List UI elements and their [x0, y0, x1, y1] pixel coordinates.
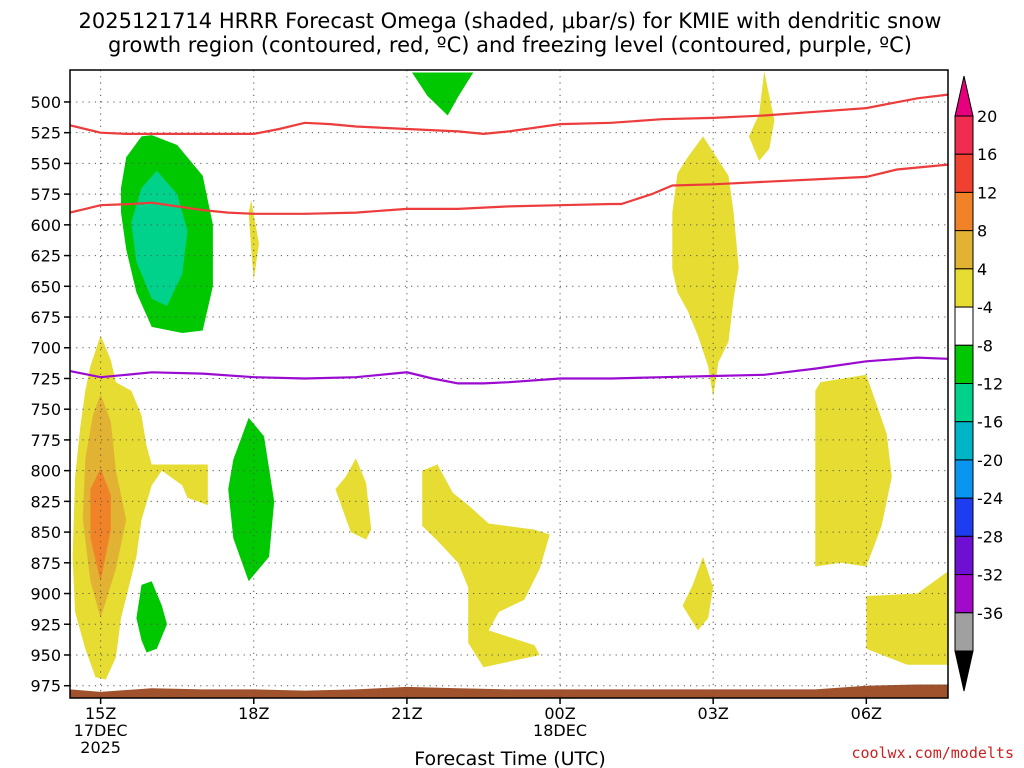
- colorbar-label-0: 20: [977, 107, 997, 126]
- colorbar-swatch-5: [954, 306, 974, 346]
- colorbar-swatch-3: [954, 230, 974, 270]
- colorbar-swatch-2: [954, 191, 974, 232]
- colorbar-label-6: -8: [977, 336, 993, 355]
- plot-area: [69, 69, 949, 699]
- colorbar-legend: 20 16 12 8 4 -4 -8 -12 -16 -20 -24 -28 -32 -36: [954, 75, 1003, 692]
- colorbar-swatch-13: [954, 612, 974, 652]
- y-tick-label-700: 700: [30, 339, 61, 358]
- colorbar-swatch-7: [954, 383, 974, 423]
- y-tick-label-875: 875: [30, 554, 61, 573]
- x-tick-label-15Z-0: 15Z: [85, 704, 116, 723]
- y-axis-pressure: 500 525 550 575 600 625 650 675 700 725 750 775 800 8…: [30, 93, 70, 696]
- dgz-upper-contour: [69, 93, 949, 136]
- y-tick-label-825: 825: [30, 492, 61, 511]
- omega-region-9: [335, 458, 372, 540]
- colorbar-swatch-9: [954, 459, 974, 499]
- x-tick-label-15Z-1: 17DEC: [74, 721, 128, 740]
- colorbar-label-11: -28: [977, 527, 1003, 546]
- colorbar-label-10: -24: [977, 489, 1003, 508]
- colorbar-label-2: 12: [977, 183, 997, 202]
- omega-region-15: [866, 571, 948, 665]
- x-tick-label-06Z-0: 06Z: [851, 704, 882, 723]
- colorbar-label-3: 8: [977, 222, 987, 241]
- colorbar-swatch-8: [954, 421, 974, 461]
- colorbar-swatch-6: [954, 344, 974, 384]
- x-tick-label-15Z-2: 2025: [80, 738, 121, 757]
- omega-region-14: [815, 374, 892, 567]
- x-tick-label-18Z-0: 18Z: [238, 704, 269, 723]
- omega-region-10: [422, 464, 550, 668]
- omega-region-11: [672, 136, 739, 397]
- y-tick-label-950: 950: [30, 646, 61, 665]
- y-tick-label-850: 850: [30, 523, 61, 542]
- colorbar-label-5: -4: [977, 298, 993, 317]
- colorbar-swatch-10: [954, 497, 974, 537]
- chart-title-line-1: 2025121714 HRRR Forecast Omega (shaded, …: [79, 9, 942, 33]
- x-tick-label-21Z-0: 21Z: [391, 704, 422, 723]
- colorbar-swatch-1: [954, 153, 974, 193]
- grid-layer: [70, 70, 948, 698]
- colorbar-label-4: 4: [977, 260, 987, 279]
- y-tick-label-775: 775: [30, 431, 61, 450]
- y-tick-label-575: 575: [30, 185, 61, 204]
- omega-shading-layer: [70, 71, 948, 698]
- y-tick-label-650: 650: [30, 277, 61, 296]
- x-tick-label-00Z-1: 18DEC: [533, 721, 587, 740]
- colorbar-top-arrow: [954, 75, 974, 117]
- y-tick-label-625: 625: [30, 247, 61, 266]
- freezing-level-contour: [69, 356, 949, 385]
- plot-frame: [69, 69, 949, 699]
- omega-region-2: [412, 72, 474, 116]
- dgz-lower-contour: [69, 163, 949, 215]
- y-tick-label-600: 600: [30, 216, 61, 235]
- colorbar-label-8: -16: [977, 413, 1003, 432]
- colorbar-label-1: 16: [977, 145, 997, 164]
- colorbar-label-12: -32: [977, 566, 1003, 585]
- y-tick-label-750: 750: [30, 400, 61, 419]
- omega-region-1: [131, 170, 188, 306]
- colorbar-swatch-11: [954, 535, 974, 576]
- x-tick-label-00Z-0: 00Z: [544, 704, 575, 723]
- omega-region-3: [228, 417, 275, 582]
- y-tick-label-725: 725: [30, 369, 61, 388]
- x-tick-label-03Z-0: 03Z: [698, 704, 729, 723]
- omega-region-13: [682, 556, 714, 631]
- x-axis-title: Forecast Time (UTC): [414, 748, 605, 768]
- y-tick-label-975: 975: [30, 677, 61, 696]
- colorbar-label-7: -12: [977, 375, 1003, 394]
- colorbar-swatch-0: [954, 115, 974, 155]
- y-tick-label-800: 800: [30, 462, 61, 481]
- colorbar-label-13: -36: [977, 604, 1003, 623]
- y-tick-label-500: 500: [30, 93, 61, 112]
- y-tick-label-525: 525: [30, 124, 61, 143]
- y-tick-label-900: 900: [30, 585, 61, 604]
- colorbar-swatch-12: [954, 574, 974, 614]
- omega-region-8: [248, 200, 259, 281]
- y-tick-label-550: 550: [30, 154, 61, 173]
- omega-region-4: [136, 581, 167, 653]
- source-credit: coolwx.com/modelts: [851, 744, 1014, 762]
- y-tick-label-675: 675: [30, 308, 61, 327]
- colorbar-bottom-arrow: [954, 650, 974, 692]
- colorbar-swatch-4: [954, 268, 974, 308]
- omega-region-7: [90, 468, 111, 582]
- chart-title-line-2: growth region (contoured, red, ºC) and f…: [108, 33, 912, 57]
- contour-line-layer: [69, 93, 949, 385]
- ground-terrain: [70, 684, 948, 698]
- colorbar-label-9: -20: [977, 451, 1003, 470]
- y-tick-label-925: 925: [30, 615, 61, 634]
